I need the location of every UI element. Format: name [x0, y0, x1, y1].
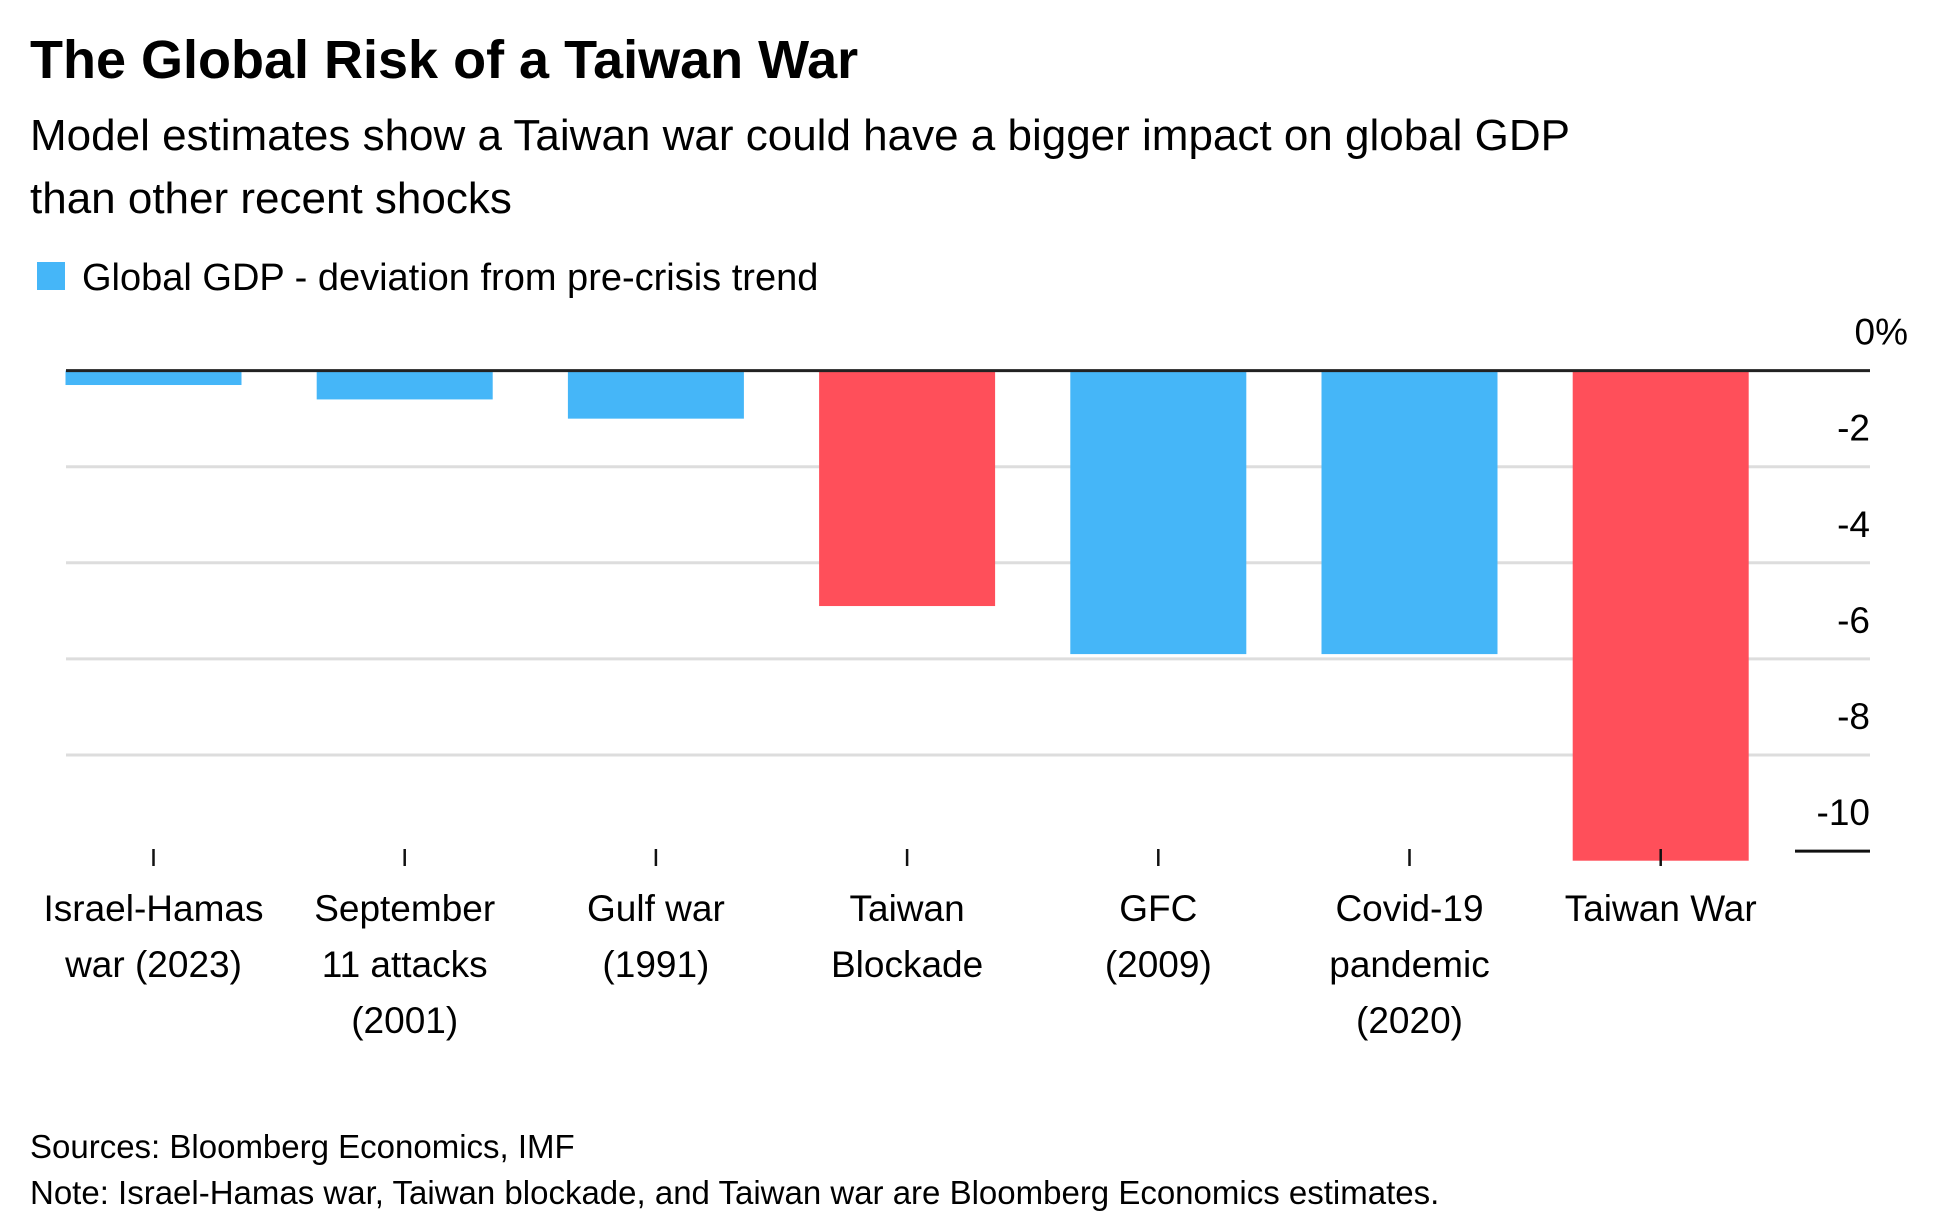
legend-swatch [37, 262, 65, 290]
x-tick-label: GFC (2009) [1105, 888, 1212, 985]
x-tick-label-line: GFC [1119, 888, 1197, 929]
legend: Global GDP - deviation from pre-crisis t… [37, 257, 818, 299]
x-tick-label-line: Taiwan War [1565, 888, 1757, 929]
y-tick-label: -8 [1837, 696, 1870, 737]
bar [1572, 370, 1749, 861]
bar [65, 370, 242, 386]
y-tick-label: 0% [1855, 312, 1908, 353]
x-tick-label-line: Taiwan [850, 888, 965, 929]
chart-subtitle-line-1: Model estimates show a Taiwan war could … [30, 111, 1570, 160]
note-text: Note: Israel-Hamas war, Taiwan blockade,… [30, 1174, 1439, 1211]
x-axis-ticks: Israel-Hamas war (2023) September 11 attack… [44, 849, 1757, 1041]
x-tick-label-line: (2009) [1105, 944, 1212, 985]
x-tick-label-line: (2001) [351, 1000, 458, 1041]
chart-subtitle-line-2: than other recent shocks [30, 174, 512, 223]
x-tick-label: Taiwan Blockade [831, 888, 983, 985]
chart-title: The Global Risk of a Taiwan War [30, 30, 858, 90]
sources-text: Sources: Bloomberg Economics, IMF [30, 1128, 575, 1165]
x-tick-label: Israel-Hamas war (2023) [44, 888, 264, 985]
x-tick-label-line: 11 attacks [322, 944, 488, 985]
legend-label: Global GDP - deviation from pre-crisis t… [82, 257, 818, 299]
bar [1070, 370, 1247, 655]
x-tick-label-line: Covid-19 [1335, 888, 1483, 929]
x-tick-label-line: (2020) [1356, 1000, 1463, 1041]
bar [316, 370, 493, 400]
y-axis-ticks: 0% -2 -4 -6 -8 -10 [1817, 312, 1908, 833]
y-tick-label: -4 [1837, 504, 1870, 545]
x-tick-label-line: war (2023) [64, 944, 242, 985]
x-tick-label-line: Blockade [831, 944, 983, 985]
bars [65, 370, 1749, 861]
y-tick-label: -10 [1817, 792, 1870, 833]
x-tick-label: September 11 attacks (2001) [314, 888, 495, 1041]
x-tick-label-line: Gulf war [587, 888, 725, 929]
bar [1321, 370, 1498, 655]
x-tick-label-line: September [314, 888, 495, 929]
bar [567, 370, 744, 419]
x-tick-label: Covid-19 pandemic (2020) [1329, 888, 1489, 1041]
x-tick-label-line: pandemic [1329, 944, 1489, 985]
y-tick-label: -2 [1837, 408, 1870, 449]
x-tick-label-line: Israel-Hamas [44, 888, 264, 929]
y-tick-label: -6 [1837, 600, 1870, 641]
x-tick-label: Taiwan War [1565, 888, 1757, 929]
x-tick-label: Gulf war (1991) [587, 888, 725, 985]
bar [819, 370, 996, 607]
x-tick-label-line: (1991) [602, 944, 709, 985]
